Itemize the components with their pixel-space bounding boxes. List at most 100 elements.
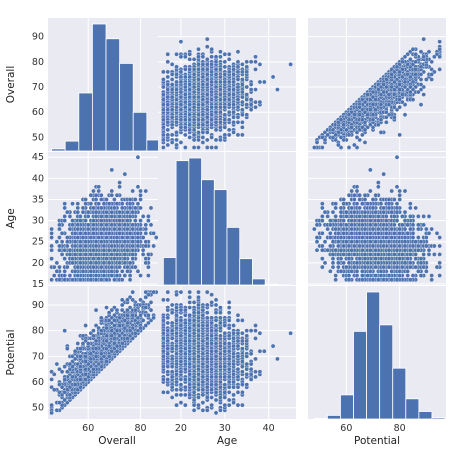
scatter-point: [200, 74, 206, 80]
scatter-point: [357, 197, 362, 202]
scatter-point: [336, 142, 341, 148]
scatter-point: [240, 62, 245, 67]
scatter-point: [165, 120, 171, 125]
scatter-point: [222, 132, 228, 138]
scatter-point: [400, 264, 405, 270]
scatter-point: [204, 82, 210, 87]
scatter-point: [346, 117, 352, 123]
scatter-point: [325, 132, 330, 138]
scatter-point: [209, 328, 214, 333]
scatter-point: [187, 112, 192, 118]
scatter-point: [413, 51, 418, 57]
scatter-point: [191, 89, 197, 95]
scatter-point: [226, 366, 232, 372]
scatter-point: [410, 46, 416, 52]
scatter-point: [119, 277, 125, 283]
scatter-point: [191, 310, 197, 315]
scatter-point: [400, 74, 405, 80]
scatter-point: [231, 400, 236, 405]
scatter-point: [104, 209, 109, 215]
scatter-point: [196, 130, 201, 135]
scatter-point: [114, 307, 120, 313]
scatter-point: [231, 79, 236, 85]
scatter-point: [373, 264, 378, 270]
scatter-point: [397, 82, 402, 87]
scatter-point: [200, 361, 206, 367]
scatter-point: [169, 328, 175, 333]
scatter-point: [222, 72, 228, 77]
scatter-point: [354, 135, 360, 140]
scatter-point: [352, 252, 357, 257]
scatter-point: [83, 252, 88, 257]
scatter-point: [231, 343, 236, 349]
scatter-point: [204, 107, 210, 112]
scatter-point: [405, 222, 410, 228]
scatter-point: [83, 231, 88, 236]
panel-age-vs-potential: [308, 152, 446, 285]
scatter-point: [320, 247, 325, 253]
scatter-point: [196, 323, 201, 328]
scatter-point: [235, 390, 241, 395]
scatter-point: [165, 82, 171, 87]
scatter-point: [235, 120, 241, 125]
scatter-point: [418, 260, 424, 266]
scatter-point: [91, 333, 96, 339]
scatter-point: [389, 209, 394, 215]
scatter-point: [169, 310, 175, 315]
scatter-point: [226, 92, 232, 97]
scatter-point: [362, 239, 368, 245]
scatter-point: [314, 140, 320, 145]
scatter-point: [196, 333, 201, 339]
scatter-point: [346, 252, 352, 257]
scatter-point: [218, 49, 223, 55]
scatter-point: [122, 256, 128, 261]
scatter-point: [78, 218, 83, 223]
scatter-point: [49, 256, 54, 261]
scatter-point: [75, 273, 81, 278]
scatter-point: [314, 247, 320, 253]
scatter-point: [213, 94, 219, 100]
scatter-point: [62, 397, 67, 403]
scatter-point: [244, 382, 250, 387]
scatter-point: [352, 112, 357, 118]
scatter-point: [49, 235, 54, 240]
scatter-point: [125, 297, 130, 303]
scatter-point: [83, 197, 88, 202]
scatter-point: [341, 226, 346, 232]
scatter-point: [72, 239, 78, 245]
scatter-point: [381, 264, 386, 270]
scatter-point: [78, 256, 83, 261]
scatter-point: [384, 226, 389, 232]
scatter-point: [222, 402, 228, 408]
scatter-point: [416, 243, 421, 249]
scatter-point: [226, 97, 232, 102]
scatter-point: [125, 269, 130, 274]
scatter-point: [408, 277, 413, 283]
scatter-point: [394, 154, 400, 160]
scatter-point: [127, 273, 133, 278]
panel-overall-vs-age: [158, 18, 296, 151]
scatter-point: [397, 197, 402, 202]
scatter-point: [127, 205, 133, 211]
scatter-point: [389, 188, 394, 194]
scatter-point: [140, 318, 146, 323]
scatter-point: [104, 235, 109, 240]
scatter-point: [226, 300, 232, 305]
scatter-point: [104, 305, 109, 310]
scatter-point: [344, 239, 349, 245]
scatter-point: [130, 256, 135, 261]
scatter-point: [187, 377, 192, 382]
scatter-point: [78, 214, 83, 219]
scatter-point: [80, 209, 86, 215]
scatter-point: [402, 243, 408, 249]
scatter-point: [253, 328, 258, 333]
scatter-point: [397, 69, 402, 75]
scatter-point: [135, 239, 141, 245]
scatter-point: [130, 312, 135, 318]
scatter-point: [341, 252, 346, 257]
scatter-point: [231, 87, 236, 92]
scatter-point: [49, 226, 54, 232]
scatter-point: [226, 127, 232, 133]
scatter-point: [165, 390, 171, 395]
scatter-point: [424, 226, 429, 232]
